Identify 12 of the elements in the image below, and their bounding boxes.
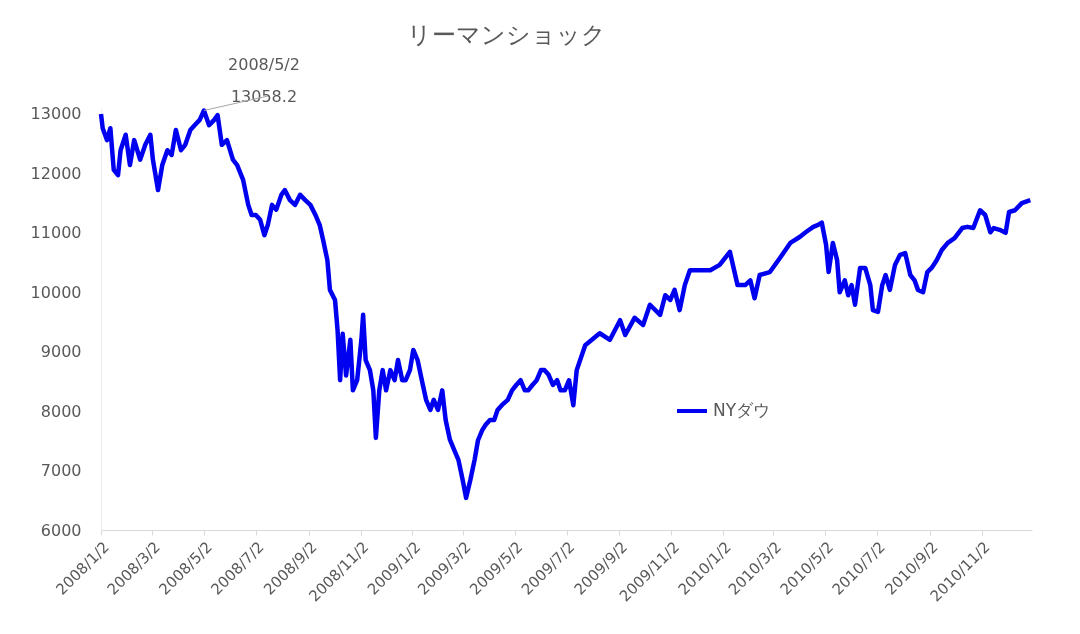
y-tick-label: 7000 — [40, 461, 82, 481]
annotation: 2008/5/2 13058.2 — [228, 55, 300, 107]
y-tick-label: 11000 — [30, 223, 82, 243]
y-tick-label: 12000 — [30, 163, 82, 183]
y-tick-label: 6000 — [40, 520, 82, 540]
y-tick-label: 8000 — [40, 401, 82, 421]
legend-label: NYダウ — [713, 400, 771, 420]
chart-title: リーマンショック — [407, 21, 606, 49]
line-series — [98, 108, 1033, 501]
y-tick-label: 13000 — [30, 104, 82, 124]
y-tick-label: 10000 — [30, 282, 82, 302]
y-tick-label: 9000 — [40, 342, 82, 362]
